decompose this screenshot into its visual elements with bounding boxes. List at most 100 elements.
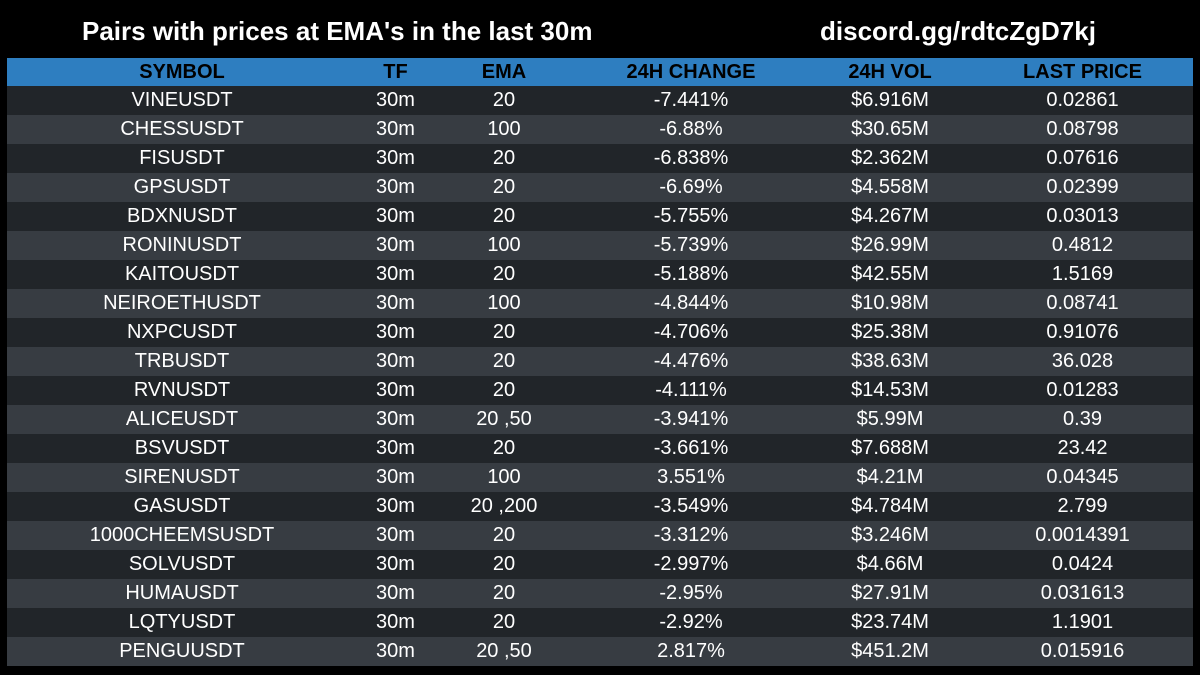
cell-24h-vol: $4.66M (856, 553, 924, 575)
cell-symbol: SOLVUSDT (128, 553, 236, 575)
cell-24h-change: -4.111% (655, 379, 727, 401)
cell-24h-vol: $6.916M (851, 89, 929, 111)
cell-ema: 20 (492, 89, 516, 111)
table-row[interactable]: RONINUSDT 30m 100 -5.739% $26.99M 0.4812 (7, 231, 1193, 260)
cell-last-price: 1.1901 (1051, 611, 1114, 633)
column-header-24h-change[interactable]: 24H CHANGE (626, 60, 756, 83)
table-row[interactable]: ALICEUSDT 30m 20 ,50 -3.941% $5.99M 0.39 (7, 405, 1193, 434)
cell-24h-vol: $4.267M (851, 205, 929, 227)
cell-ema: 20 ,50 (476, 408, 532, 430)
table-row[interactable]: PENGUUSDT 30m 20 ,50 2.817% $451.2M 0.015916 (7, 637, 1193, 666)
cell-last-price: 0.02399 (1046, 176, 1119, 198)
cell-tf: 30m (376, 205, 415, 227)
cell-24h-change: 2.817% (657, 640, 725, 662)
cell-tf: 30m (376, 147, 415, 169)
cell-24h-vol: $10.98M (851, 292, 929, 314)
column-header-ema[interactable]: EMA (481, 60, 527, 83)
cell-ema: 20 (492, 582, 516, 604)
discord-link[interactable]: discord.gg/rdtcZgD7kj (820, 16, 1096, 46)
cell-tf: 30m (376, 408, 415, 430)
table-row[interactable]: BDXNUSDT 30m 20 -5.755% $4.267M 0.03013 (7, 202, 1193, 231)
cell-24h-vol: $27.91M (851, 582, 929, 604)
cell-24h-change: -6.838% (653, 147, 729, 169)
cell-tf: 30m (376, 292, 415, 314)
cell-last-price: 0.07616 (1046, 147, 1119, 169)
table-row[interactable]: VINEUSDT 30m 20 -7.441% $6.916M 0.02861 (7, 86, 1193, 115)
cell-tf: 30m (376, 640, 415, 662)
header: Pairs with prices at EMA's in the last 3… (0, 0, 1200, 58)
cell-24h-change: -4.476% (653, 350, 729, 372)
table-row[interactable]: GPSUSDT 30m 20 -6.69% $4.558M 0.02399 (7, 173, 1193, 202)
cell-ema: 20 (492, 611, 516, 633)
cell-last-price: 36.028 (1051, 350, 1114, 372)
column-header-symbol[interactable]: SYMBOL (139, 60, 225, 83)
column-header-24h-vol[interactable]: 24H VOL (848, 60, 932, 83)
table-row[interactable]: CHESSUSDT 30m 100 -6.88% $30.65M 0.08798 (7, 115, 1193, 144)
table-row[interactable]: TRBUSDT 30m 20 -4.476% $38.63M 36.028 (7, 347, 1193, 376)
cell-ema: 20 (492, 524, 516, 546)
cell-ema: 20 (492, 321, 516, 343)
cell-last-price: 2.799 (1057, 495, 1108, 517)
cell-tf: 30m (376, 495, 415, 517)
cell-ema: 20 (492, 205, 516, 227)
pairs-table: SYMBOL TF EMA 24H CHANGE 24H VOL LAST PR… (7, 58, 1193, 666)
table-row[interactable]: NXPCUSDT 30m 20 -4.706% $25.38M 0.91076 (7, 318, 1193, 347)
cell-24h-change: -5.739% (653, 234, 729, 256)
cell-24h-change: -3.312% (653, 524, 729, 546)
cell-symbol: RONINUSDT (122, 234, 242, 256)
cell-ema: 20 (492, 379, 516, 401)
cell-ema: 20 (492, 147, 516, 169)
cell-symbol: CHESSUSDT (120, 118, 244, 140)
cell-24h-change: -6.88% (659, 118, 723, 140)
column-header-tf[interactable]: TF (383, 60, 408, 83)
cell-24h-change: -2.997% (653, 553, 729, 575)
page-title: Pairs with prices at EMA's in the last 3… (82, 16, 593, 46)
cell-ema: 100 (487, 292, 521, 314)
cell-24h-change: -5.755% (653, 205, 729, 227)
cell-tf: 30m (376, 234, 415, 256)
cell-24h-vol: $14.53M (851, 379, 929, 401)
cell-24h-vol: $4.784M (851, 495, 929, 517)
cell-tf: 30m (376, 379, 415, 401)
cell-symbol: NEIROETHUSDT (103, 292, 261, 314)
cell-tf: 30m (376, 437, 415, 459)
cell-ema: 20 (492, 553, 516, 575)
cell-symbol: FISUSDT (139, 147, 225, 169)
cell-last-price: 0.02861 (1046, 89, 1119, 111)
table-header-row: SYMBOL TF EMA 24H CHANGE 24H VOL LAST PR… (7, 58, 1193, 86)
table-row[interactable]: LQTYUSDT 30m 20 -2.92% $23.74M 1.1901 (7, 608, 1193, 637)
cell-24h-vol: $3.246M (851, 524, 929, 546)
table-row[interactable]: NEIROETHUSDT 30m 100 -4.844% $10.98M 0.08741 (7, 289, 1193, 318)
cell-tf: 30m (376, 524, 415, 546)
cell-tf: 30m (376, 553, 415, 575)
table-row[interactable]: RVNUSDT 30m 20 -4.111% $14.53M 0.01283 (7, 376, 1193, 405)
cell-24h-change: -2.95% (659, 582, 723, 604)
cell-symbol: VINEUSDT (131, 89, 233, 111)
cell-24h-change: -6.69% (659, 176, 723, 198)
cell-tf: 30m (376, 582, 415, 604)
cell-last-price: 0.0014391 (1035, 524, 1130, 546)
cell-last-price: 23.42 (1057, 437, 1108, 459)
cell-24h-change: -3.661% (653, 437, 729, 459)
cell-last-price: 0.01283 (1046, 379, 1119, 401)
table-row[interactable]: FISUSDT 30m 20 -6.838% $2.362M 0.07616 (7, 144, 1193, 173)
cell-last-price: 1.5169 (1051, 263, 1114, 285)
table-row[interactable]: 1000CHEEMSUSDT 30m 20 -3.312% $3.246M 0.00143… (7, 521, 1193, 550)
cell-ema: 100 (487, 466, 521, 488)
table-row[interactable]: BSVUSDT 30m 20 -3.661% $7.688M 23.42 (7, 434, 1193, 463)
table-row[interactable]: SIRENUSDT 30m 100 3.551% $4.21M 0.04345 (7, 463, 1193, 492)
cell-last-price: 0.08741 (1046, 292, 1119, 314)
table-row[interactable]: KAITOUSDT 30m 20 -5.188% $42.55M 1.5169 (7, 260, 1193, 289)
cell-symbol: SIRENUSDT (124, 466, 240, 488)
cell-symbol: PENGUUSDT (119, 640, 245, 662)
cell-24h-vol: $451.2M (851, 640, 929, 662)
cell-24h-change: -5.188% (653, 263, 729, 285)
cell-symbol: 1000CHEEMSUSDT (89, 524, 275, 546)
cell-last-price: 0.015916 (1040, 640, 1125, 662)
cell-last-price: 0.4812 (1051, 234, 1114, 256)
table-row[interactable]: SOLVUSDT 30m 20 -2.997% $4.66M 0.0424 (7, 550, 1193, 579)
table-row[interactable]: GASUSDT 30m 20 ,200 -3.549% $4.784M 2.799 (7, 492, 1193, 521)
cell-tf: 30m (376, 263, 415, 285)
table-row[interactable]: HUMAUSDT 30m 20 -2.95% $27.91M 0.031613 (7, 579, 1193, 608)
column-header-last-price[interactable]: LAST PRICE (1023, 60, 1142, 83)
